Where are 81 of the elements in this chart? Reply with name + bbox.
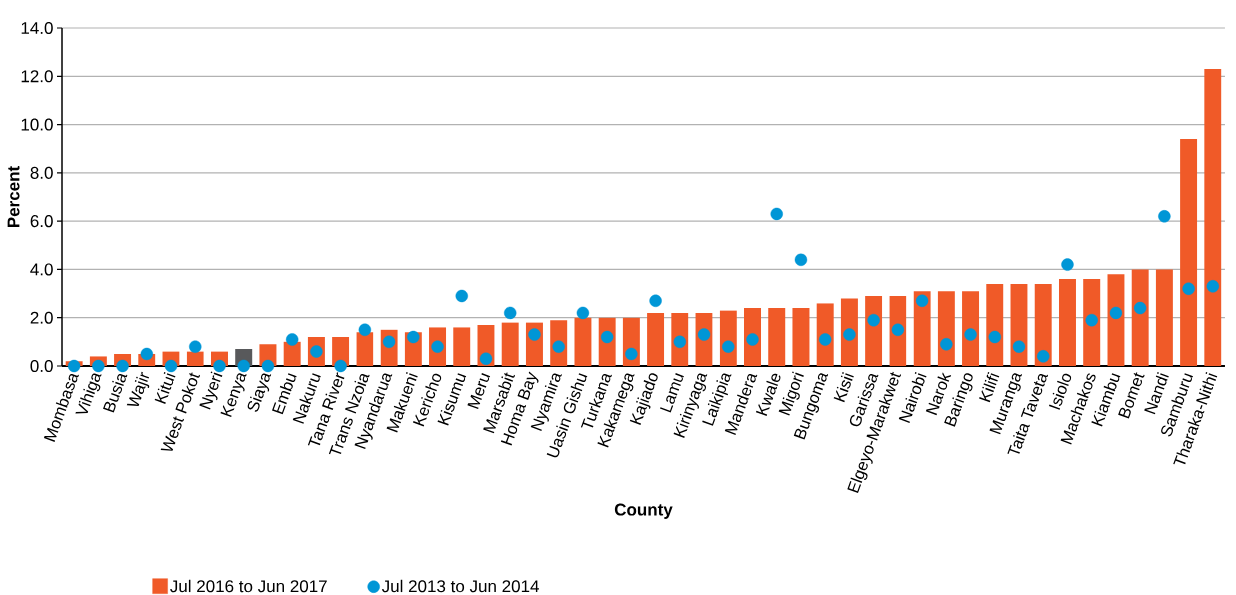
point xyxy=(867,313,880,327)
point xyxy=(891,323,905,336)
y-tick-label: 8.0 xyxy=(30,166,53,179)
point xyxy=(1061,258,1074,271)
point xyxy=(1206,280,1220,293)
y-tick-label: 2.0 xyxy=(30,311,53,324)
point xyxy=(576,306,590,320)
point xyxy=(1037,350,1050,363)
y-tick-label: 10.0 xyxy=(21,118,53,131)
bar xyxy=(768,308,786,366)
point xyxy=(334,359,347,373)
point xyxy=(940,338,953,351)
bar xyxy=(574,317,592,366)
point xyxy=(455,289,468,303)
point xyxy=(92,359,105,373)
legend-label: Jul 2016 to Jun 2017 xyxy=(170,579,327,593)
y-tick-label: 4.0 xyxy=(30,263,53,276)
bar xyxy=(1204,69,1222,366)
bar xyxy=(913,291,931,366)
point xyxy=(382,335,396,349)
point xyxy=(164,359,178,373)
point xyxy=(988,330,1001,344)
point xyxy=(67,359,81,373)
point xyxy=(722,340,735,353)
point xyxy=(504,306,517,320)
bar xyxy=(1131,269,1149,366)
point xyxy=(261,359,275,373)
x-tick-label: Nairobi xyxy=(898,372,927,423)
bar xyxy=(1180,139,1198,366)
point xyxy=(1109,306,1123,320)
bar xyxy=(792,308,810,366)
x-tick-label: Busia xyxy=(103,374,128,413)
point xyxy=(964,328,977,341)
point xyxy=(358,323,372,336)
point xyxy=(1158,210,1171,223)
point xyxy=(1182,282,1195,295)
point xyxy=(285,333,299,346)
bar xyxy=(986,283,1004,366)
point xyxy=(794,253,808,266)
y-tick-label: 12.0 xyxy=(21,70,53,83)
point xyxy=(479,352,493,365)
bar xyxy=(1058,279,1076,366)
point xyxy=(140,347,153,361)
x-tick-label: Wajir xyxy=(126,371,150,407)
bar xyxy=(647,312,665,366)
x-tick-label: Siaya xyxy=(247,373,272,412)
point xyxy=(1085,313,1098,327)
point xyxy=(528,328,541,341)
point xyxy=(600,330,614,344)
y-tick-label: 14.0 xyxy=(21,21,53,35)
point xyxy=(431,340,444,353)
bar xyxy=(501,322,519,366)
y-tick-label: 6.0 xyxy=(30,215,53,228)
y-tick-label: 0.0 xyxy=(30,359,53,373)
point xyxy=(237,359,250,373)
point xyxy=(189,340,202,353)
point xyxy=(407,330,420,344)
point xyxy=(1133,301,1147,315)
point xyxy=(116,359,129,373)
bar xyxy=(1107,274,1125,366)
y-axis-title: Percent xyxy=(7,166,20,228)
point xyxy=(770,207,783,221)
point xyxy=(697,328,711,341)
x-tick-label: Kwale xyxy=(755,373,781,417)
point xyxy=(625,347,638,361)
x-tick-label: Kitui xyxy=(154,372,176,404)
legend-label: Jul 2013 to Jun 2014 xyxy=(381,579,539,593)
bar xyxy=(1083,279,1101,366)
point xyxy=(1012,340,1026,353)
bar xyxy=(1155,269,1173,366)
bar xyxy=(453,327,471,366)
point xyxy=(673,335,687,349)
point xyxy=(746,333,759,346)
bar xyxy=(283,341,301,366)
point xyxy=(649,294,662,308)
point xyxy=(310,345,323,358)
point xyxy=(915,294,929,308)
point xyxy=(843,328,856,341)
x-axis-title: County xyxy=(614,503,673,519)
point xyxy=(552,340,565,353)
point xyxy=(818,333,832,346)
